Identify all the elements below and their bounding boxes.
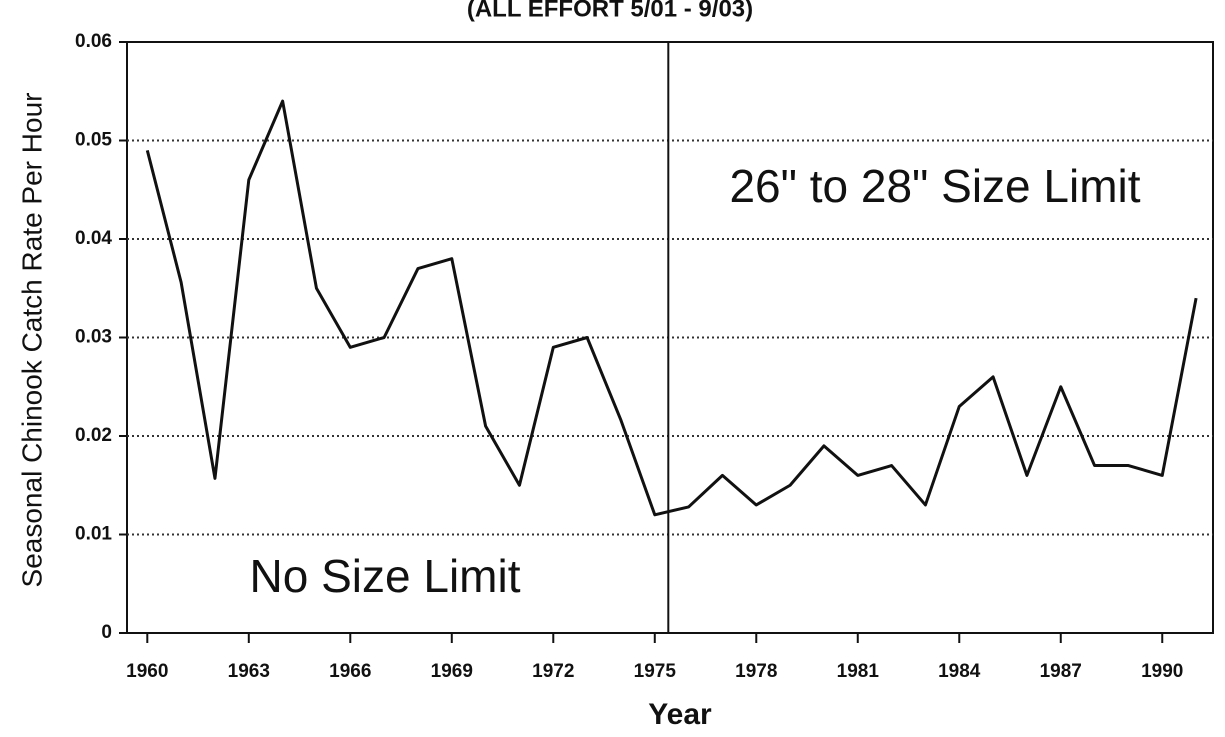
- y-tick-label: 0: [101, 622, 112, 643]
- x-tick-label: 1966: [329, 661, 371, 682]
- x-tick-label: 1975: [634, 661, 677, 682]
- x-tick-label: 1960: [126, 661, 168, 682]
- chart-title: (ALL EFFORT 5/01 - 9/03): [467, 0, 753, 22]
- y-axis-label: Seasonal Chinook Catch Rate Per Hour: [16, 93, 47, 588]
- x-axis-label: Year: [648, 698, 712, 731]
- x-tick-label: 1987: [1040, 661, 1082, 682]
- x-tick-label: 1972: [532, 661, 574, 682]
- y-tick-label: 0.01: [75, 524, 112, 545]
- x-tick-label: 1990: [1141, 661, 1183, 682]
- y-tick-label: 0.03: [75, 327, 112, 348]
- x-tick-label: 1981: [837, 661, 880, 682]
- data-line: [145, 99, 1198, 517]
- x-tick-label: 1969: [431, 661, 473, 682]
- x-tick-label: 1984: [938, 661, 981, 682]
- x-tick-label: 1978: [735, 661, 777, 682]
- annotation: No Size Limit: [250, 550, 521, 602]
- y-tick-label: 0.06: [75, 31, 112, 52]
- x-tick-label: 1963: [228, 661, 270, 682]
- y-tick-label: 0.02: [75, 425, 112, 446]
- annotation: 26" to 28" Size Limit: [729, 160, 1140, 212]
- y-tick-label: 0.04: [75, 228, 112, 249]
- plot-frame: [126, 41, 1214, 634]
- y-tick-label: 0.05: [75, 130, 112, 151]
